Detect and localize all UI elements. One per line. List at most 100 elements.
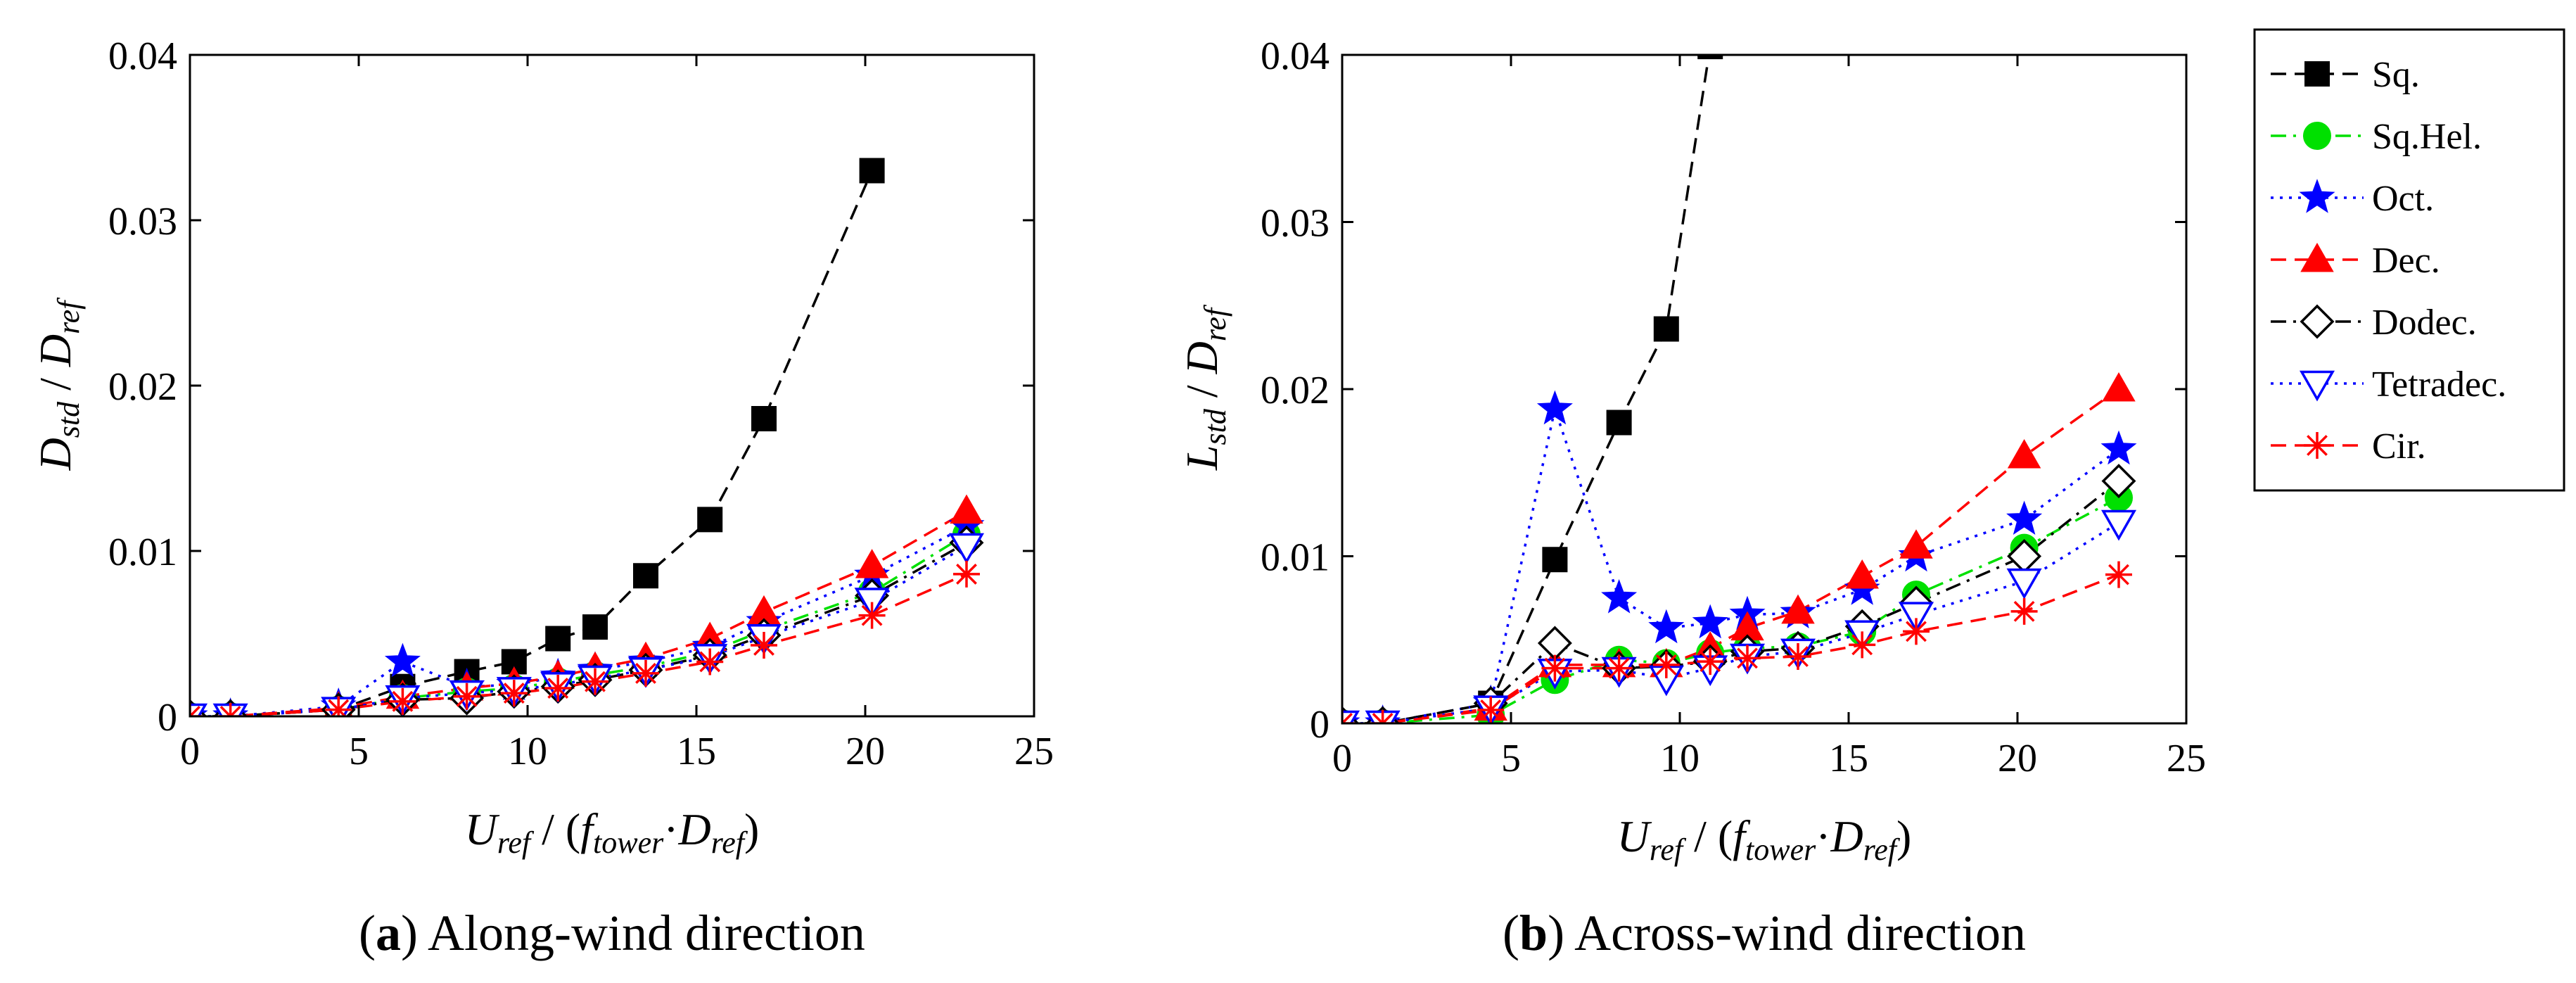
panel-b-point-cir [1785, 643, 1811, 670]
panel-a-x-tick-label: 15 [677, 730, 716, 773]
panel-b-y-tick-label: 0.01 [1261, 536, 1330, 580]
panel-a-point-cir [953, 560, 980, 588]
panel-a-y-tick-label: 0.03 [108, 200, 177, 243]
panel-a-y-tick-label: 0.01 [108, 531, 177, 574]
panel-a-point-sq [633, 563, 658, 589]
panel-a-point-sq [545, 626, 571, 652]
panel-b-caption: (b) Across-wind direction [1503, 905, 2026, 961]
panel-a-x-tick-label: 20 [846, 730, 885, 773]
legend-marker-cir [2304, 432, 2330, 459]
legend-marker-sq-hel [2303, 122, 2331, 150]
panel-a-point-cir [632, 659, 659, 687]
panel-a-y-tick-label: 0 [158, 696, 177, 740]
panel-b-point-tetradec [1898, 602, 1934, 633]
panel-a-series-dodec-line [190, 541, 967, 716]
panel-b-y-tick-label: 0.02 [1261, 369, 1330, 412]
panel-b-point-cir [1697, 648, 1724, 676]
panel-b-point-dodec [1537, 626, 1572, 661]
legend-label-dodec: Dodec. [2372, 303, 2477, 343]
legend-label-tetradec: Tetradec. [2372, 364, 2506, 405]
panel-b-series-tetradec-line [1342, 521, 2119, 723]
panel-b-point-dec [1899, 529, 1933, 559]
panel-b-x-tick-label: 25 [2167, 737, 2206, 780]
panel-b-y-tick-label: 0.04 [1261, 34, 1330, 78]
panel-b-point-sq [1542, 547, 1568, 573]
panel-b-point-oct [2006, 500, 2043, 535]
panel-b-x-axis-label: Uref / (ftower·Dref) [1617, 811, 1912, 867]
legend-label-sq-hel: Sq.Hel. [2372, 117, 2482, 157]
panel-b-point-dec [2102, 372, 2136, 402]
panel-a-x-axis-label: Uref / (ftower·Dref) [465, 804, 760, 860]
panel-b-point-cir [1903, 618, 1930, 645]
panel-b-point-sq [1697, 55, 1723, 60]
panel-a-point-dec [855, 549, 889, 578]
panel-a-point-oct [384, 642, 421, 678]
panel-b-x-tick-label: 20 [1998, 737, 2037, 780]
panel-a-x-tick-label: 0 [180, 730, 200, 773]
legend: Sq. Sq.Hel. Oct. Dec. Dodec. Tetradec. Cir. [2253, 28, 2565, 492]
panel-a-caption: (a) Along-wind direction [359, 905, 865, 961]
panel-a-point-tetradec [948, 533, 985, 564]
panel-a-point-sq [751, 406, 777, 431]
panel-a-point-cir [544, 675, 572, 702]
legend-item-dodec: Dodec. [2271, 303, 2477, 343]
panel-b-point-dec [1781, 594, 1815, 624]
legend-marker-dec [2300, 242, 2334, 272]
panel-b-point-oct [1536, 390, 1573, 425]
panel-b-point-cir [1734, 645, 1761, 672]
panel-a-y-tick-label: 0.04 [108, 34, 177, 78]
panel-b-point-cir [2010, 597, 2038, 625]
panel-b-series-sq-line [1342, 55, 1711, 723]
panel-b-series-cir-line [1342, 573, 2119, 723]
panel-a-series-cir-line [190, 573, 967, 716]
panel-a-x-tick-label: 5 [349, 730, 369, 773]
panel-a-x-tick-label: 10 [508, 730, 547, 773]
legend-label-sq: Sq. [2372, 55, 2420, 95]
panel-a-point-cir [696, 648, 724, 676]
panel-b-point-cir [1477, 697, 1505, 723]
panel-a-point-dec [950, 494, 983, 524]
panel-a-point-sq [582, 614, 608, 640]
panel-a-series-sq-hel-line [190, 533, 967, 716]
panel-b-series-sq-hel-line [1342, 496, 2119, 723]
panel-a-x-tick-label: 25 [1014, 730, 1054, 773]
panel-b-point-oct [1648, 609, 1685, 644]
panel-a-point-cir [389, 687, 416, 715]
panel-a-point-cir [325, 696, 352, 716]
panel-b-x-tick-label: 10 [1660, 737, 1700, 780]
panel-a-point-cir [582, 668, 608, 695]
panel-b-series-dec-line [1342, 388, 2120, 723]
panel-b-x-tick-label: 0 [1332, 737, 1352, 780]
panel-b-point-cir [1849, 631, 1876, 659]
panel-b-y-tick-label: 0.03 [1261, 202, 1330, 246]
panel-a-series-oct-line [190, 525, 967, 716]
panel-b-point-sq [1653, 316, 1679, 342]
legend-marker-oct [2299, 179, 2335, 213]
panel-a-series-tetradec-line [190, 545, 967, 716]
panel-b-point-tetradec [2100, 509, 2137, 541]
legend-label-oct: Oct. [2372, 179, 2434, 219]
legend-marker-dodec [2300, 304, 2335, 339]
legend-item-sq-hel: Sq.Hel. [2271, 117, 2482, 157]
legend-item-tetradec: Tetradec. [2271, 364, 2506, 405]
panel-b-y-axis-label: Lstd / Dref [1177, 304, 1232, 471]
legend-label-cir: Cir. [2372, 426, 2426, 467]
panel-b-point-cir [1652, 651, 1680, 678]
panel-b-point-oct [1692, 604, 1728, 639]
panel-b-point-cir [1541, 654, 1569, 682]
panel-a-axes-box [189, 53, 1035, 718]
panel-b-point-tetradec [2006, 568, 2042, 600]
legend-marker-sq [2304, 61, 2330, 87]
panel-a-point-cir [453, 683, 480, 710]
panel-b-point-oct [1601, 579, 1638, 614]
panel-b-point-dec [1845, 559, 1879, 589]
panel-a-y-tick-label: 0.02 [108, 365, 177, 409]
panel-a-y-axis-label: Dstd / Dref [30, 297, 86, 471]
panel-a-point-cir [858, 602, 886, 629]
panel-b-point-sq [1606, 410, 1632, 436]
panel-b-point-cir [2105, 561, 2132, 588]
legend-item-cir: Cir. [2271, 426, 2426, 467]
legend-item-sq: Sq. [2271, 55, 2420, 95]
